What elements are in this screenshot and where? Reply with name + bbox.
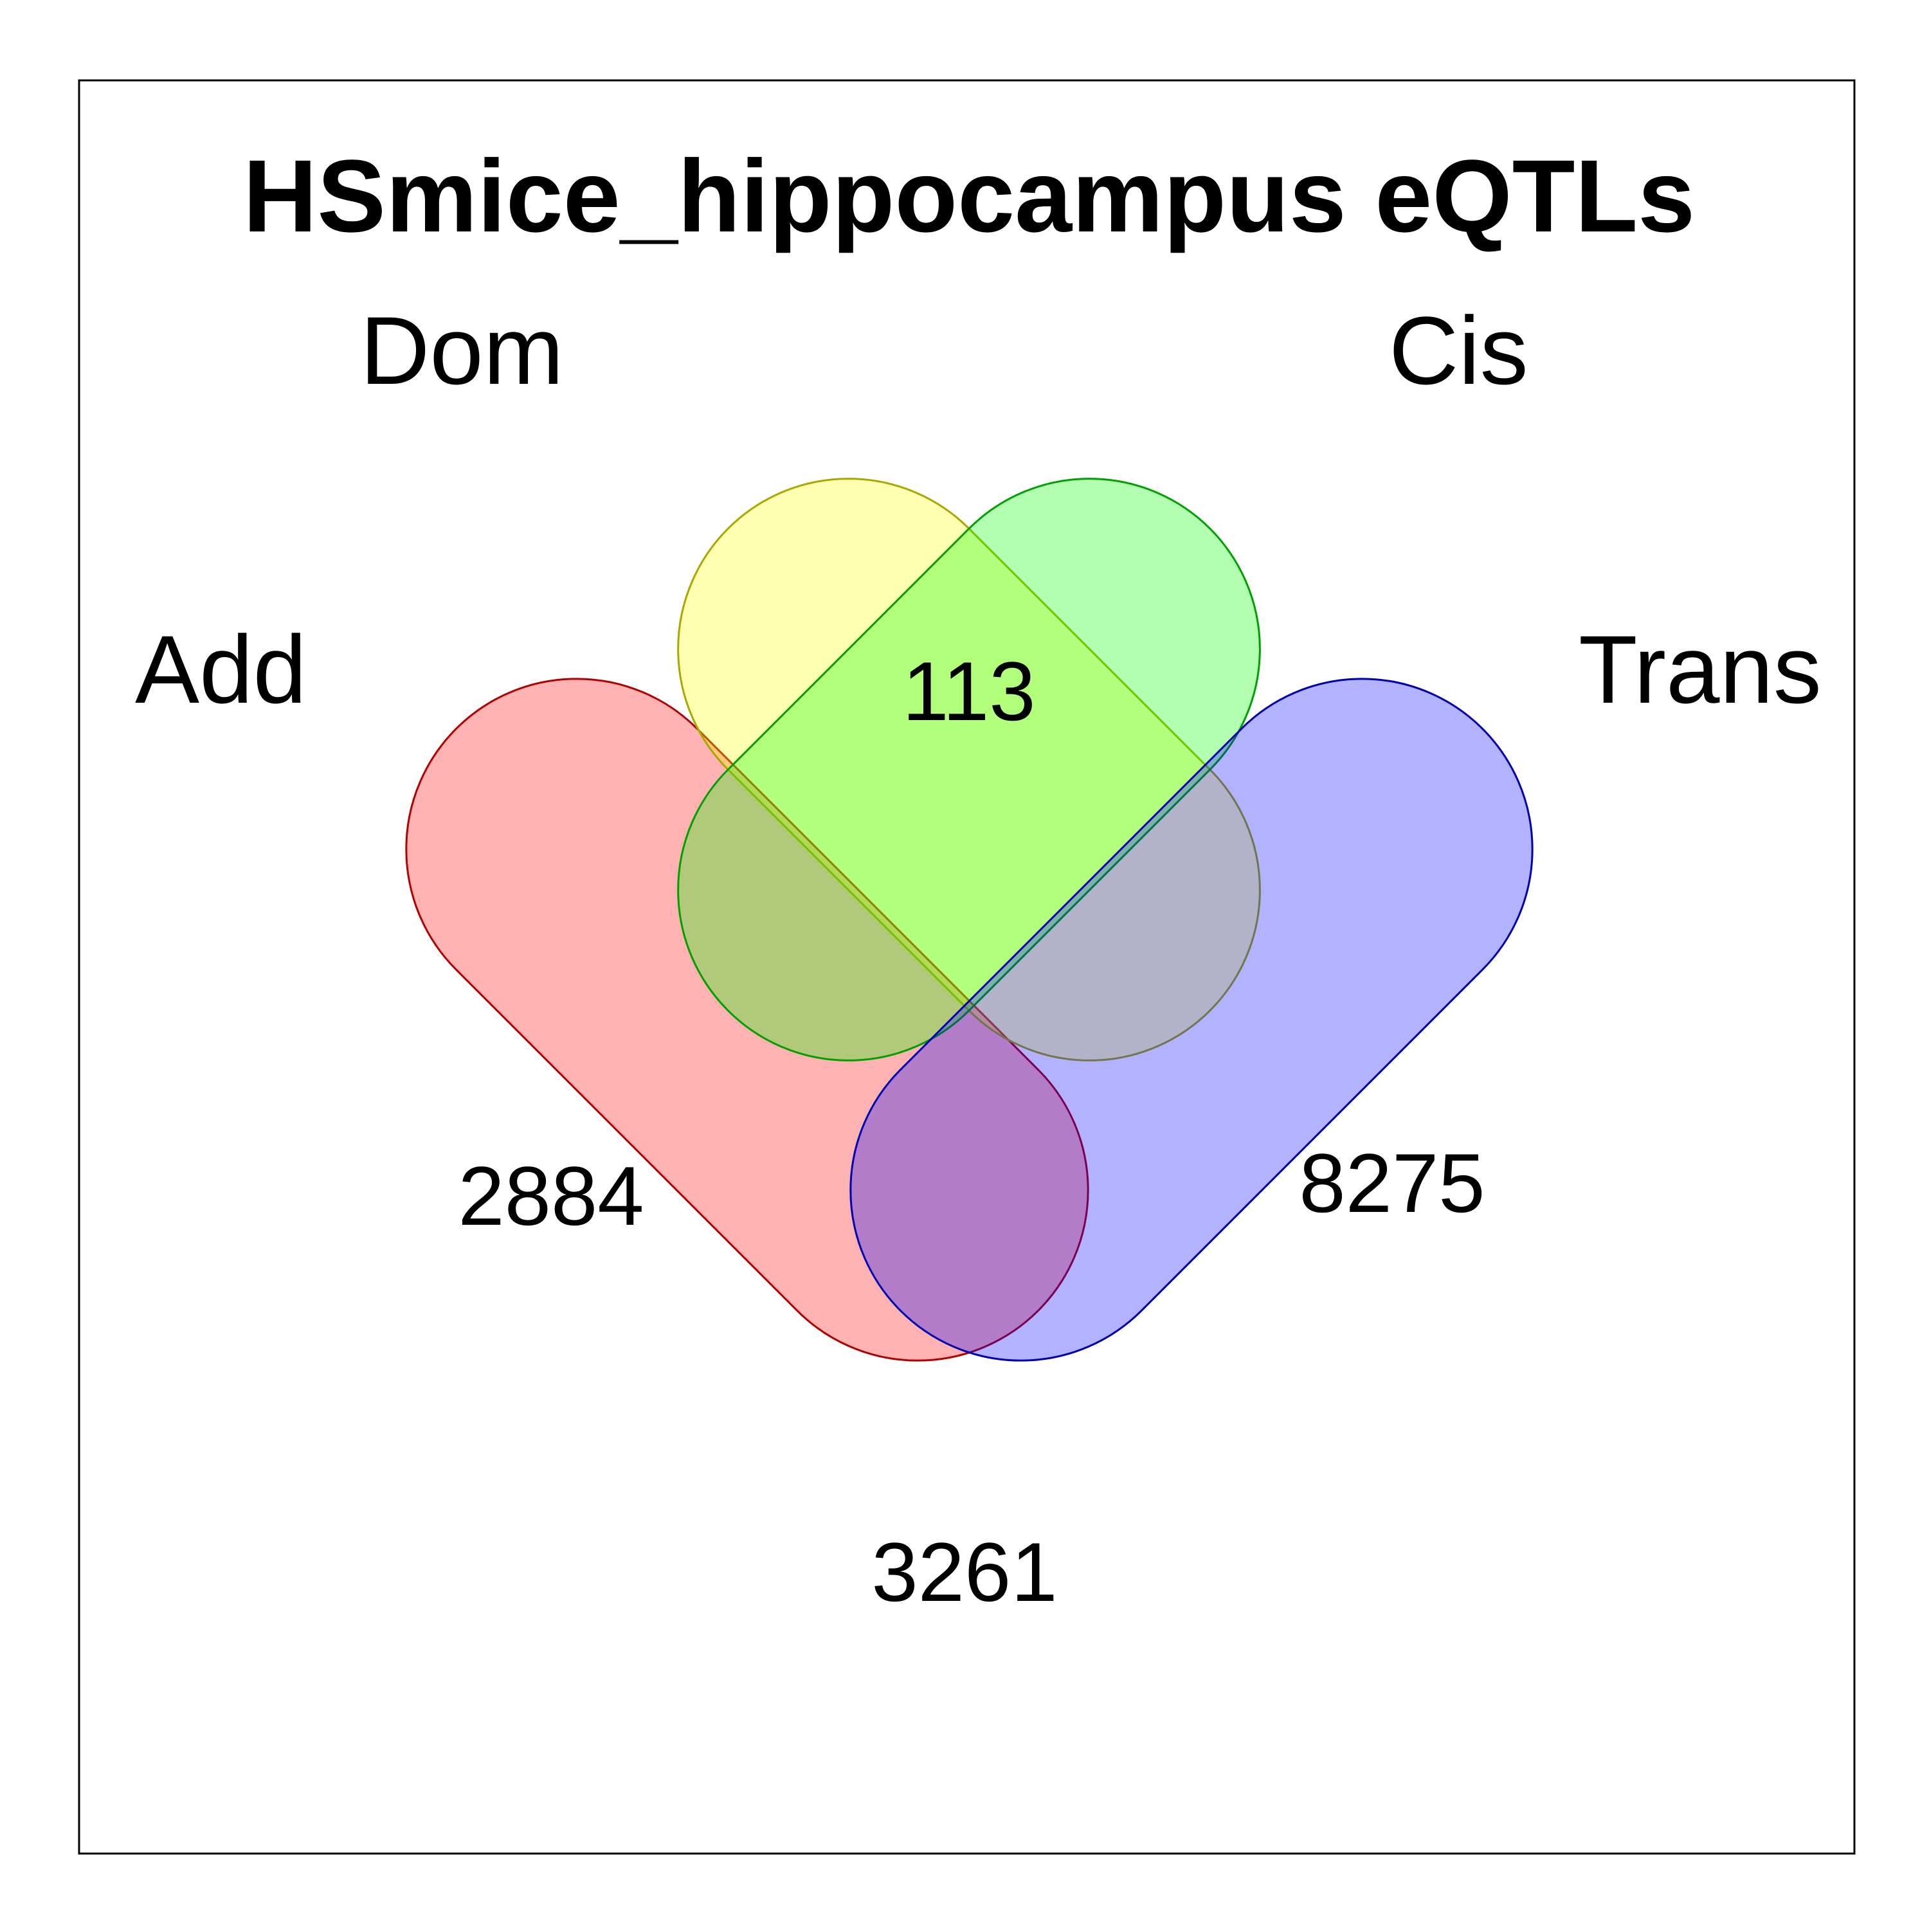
set-label-trans: Trans — [1579, 615, 1822, 723]
set-label-dom: Dom — [360, 296, 564, 404]
set-label-cis: Cis — [1389, 296, 1528, 404]
plot-border — [78, 79, 1856, 1855]
region-count-dom-cis: 113 — [902, 644, 1035, 738]
region-count-dom-trans: 8275 — [1299, 1136, 1485, 1230]
region-count-add-cis: 2884 — [458, 1149, 644, 1243]
set-shape-cis — [677, 478, 1261, 1061]
diagram-title: HSmice_hippocampus eQTLs — [243, 138, 1695, 253]
set-label-add: Add — [135, 615, 307, 723]
set-shapes — [405, 478, 1534, 1362]
set-shape-trans — [849, 678, 1534, 1362]
region-count-add-trans: 3261 — [871, 1525, 1057, 1619]
